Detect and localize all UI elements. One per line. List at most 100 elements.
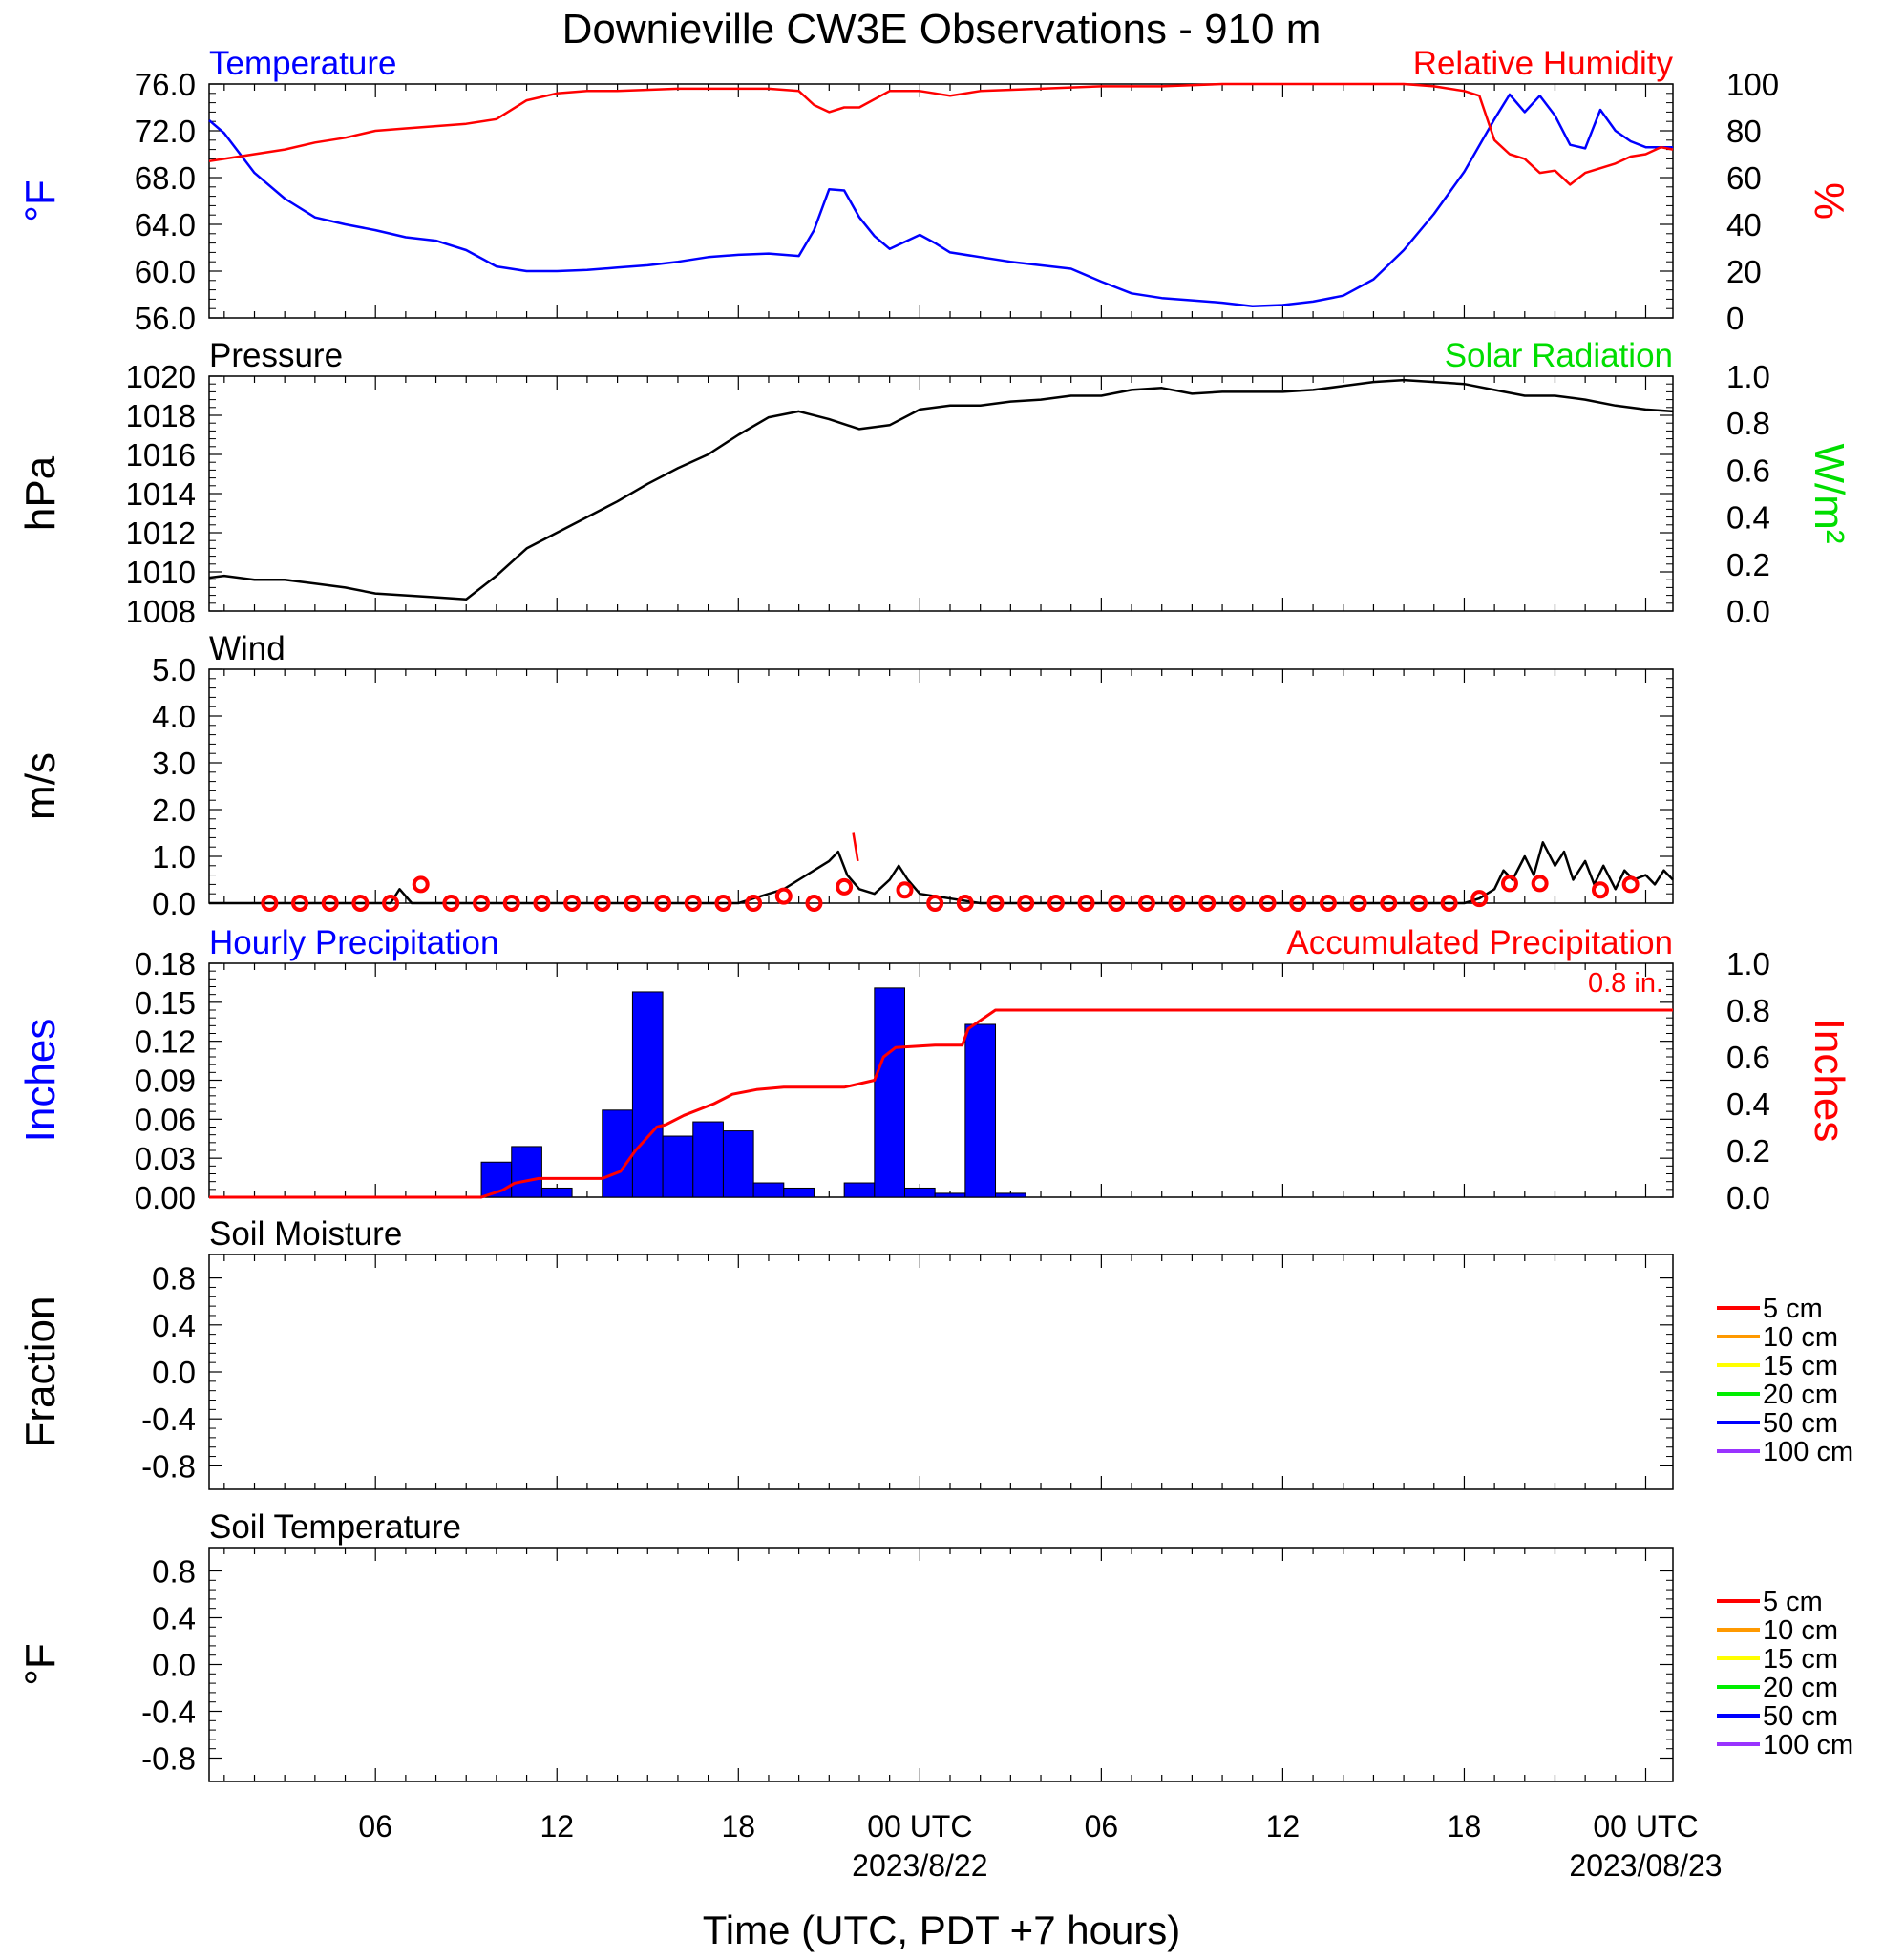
panel-temperature-humidity: 56.0 60.0 64.0 68.0 72.0 76.0 0 20 40 60 80 100 Temp… [17, 45, 1852, 336]
y-tick-label-left: 0.8 [152, 1554, 196, 1590]
x-tick-label: 06 [358, 1809, 392, 1844]
x-tick-label: 06 [1085, 1809, 1119, 1844]
y-tick-label-left: 0.0 [152, 886, 196, 921]
panel-title-left: Temperature [209, 45, 396, 82]
y-tick-label-left: 5.0 [152, 652, 196, 687]
precip-bar [752, 1182, 785, 1198]
y-tick-label-left: -0.4 [141, 1402, 196, 1437]
plot-frame [208, 1547, 1674, 1782]
gust-marker [1077, 895, 1095, 912]
legend-label: 50 cm [1763, 1701, 1838, 1732]
gust-marker [593, 895, 611, 912]
precip-bar [692, 1121, 724, 1198]
y-axis-label-left: °F [17, 1643, 64, 1685]
y-tick-label-left: 1018 [126, 398, 196, 433]
gust-marker [1440, 895, 1458, 912]
gust-marker [473, 895, 491, 912]
y-tick-label-right: 0.6 [1726, 1040, 1770, 1075]
gust-marker [1108, 895, 1126, 912]
y-tick-label-left: 1014 [126, 476, 196, 512]
precip-bar [874, 987, 905, 1198]
y-tick-label-left: 0.8 [152, 1261, 196, 1296]
y-tick-label-right: 1.0 [1726, 359, 1770, 394]
gust-marker [412, 875, 430, 894]
y-tick-label-right: 0.2 [1726, 547, 1770, 582]
gust-marker [684, 895, 702, 912]
gust-marker [502, 895, 520, 912]
precip-bar [964, 1023, 997, 1198]
y-axis-label-left: Fraction [17, 1296, 64, 1448]
precip-bar [662, 1135, 694, 1198]
panel-soil-moisture: -0.8 -0.4 0.0 0.4 0.8 Soil Moisture Fraction 5 … [17, 1215, 1853, 1490]
y-axis-label-left: Inches [17, 1019, 64, 1143]
precip-bar [722, 1130, 754, 1198]
gust-marker [1047, 895, 1065, 912]
legend-label: 5 cm [1763, 1294, 1823, 1324]
x-tick-label: 00 UTC [1593, 1809, 1698, 1844]
legend-label: 20 cm [1763, 1380, 1838, 1410]
legend-label: 5 cm [1763, 1587, 1823, 1617]
y-tick-label-left: 2.0 [152, 792, 196, 828]
gust-marker [896, 881, 914, 899]
plot-frame [208, 962, 1674, 1198]
gust-marker [321, 895, 339, 912]
y-tick-label-left: 0.18 [135, 946, 196, 981]
legend-label: 20 cm [1763, 1673, 1838, 1703]
y-tick-label-right: 0.4 [1726, 1086, 1770, 1122]
panel-title-left: Pressure [209, 337, 343, 374]
y-tick-label-right: 40 [1726, 207, 1762, 242]
precip-bar [540, 1187, 573, 1198]
x-tick-label: 12 [1266, 1809, 1301, 1844]
y-tick-label-left: 1008 [126, 594, 196, 629]
gust-marker [1380, 895, 1398, 912]
gust-marker [291, 895, 309, 912]
gust-marker [624, 895, 642, 912]
gust-marker [745, 895, 763, 912]
panel-title-right: Solar Radiation [1445, 337, 1673, 374]
y-tick-label-left: -0.8 [141, 1741, 196, 1777]
y-tick-label-left: 0.0 [152, 1355, 196, 1390]
gust-marker [533, 895, 551, 912]
gust-marker [986, 895, 1005, 912]
y-tick-label-right: 0.6 [1726, 453, 1770, 488]
y-tick-label-right: 0.8 [1726, 993, 1770, 1028]
panel-title-left: Soil Moisture [209, 1215, 402, 1253]
gust-marker [1137, 895, 1155, 912]
y-tick-label-left: 0.00 [135, 1180, 196, 1215]
y-tick-label-left: 3.0 [152, 746, 196, 781]
x-tick-label: 12 [540, 1809, 574, 1844]
x-tick-label: 00 UTC [867, 1809, 972, 1844]
y-tick-label-left: -0.8 [141, 1448, 196, 1484]
legend-label: 10 cm [1763, 1322, 1838, 1353]
legend-label: 10 cm [1763, 1615, 1838, 1646]
y-tick-label-right: 0.4 [1726, 500, 1770, 536]
y-axis-label-right: W/m² [1806, 443, 1852, 543]
y-tick-label-right: 0.0 [1726, 1180, 1770, 1215]
gust-marker [714, 895, 732, 912]
y-tick-label-right: 60 [1726, 160, 1762, 196]
gust-marker [774, 887, 793, 905]
precip-bar [511, 1146, 542, 1198]
y-tick-label-right: 1.0 [1726, 946, 1770, 981]
precip-bar [843, 1182, 876, 1198]
y-axis-label-right: % [1806, 182, 1852, 220]
gust-marker [1228, 895, 1246, 912]
gust-marker [1591, 881, 1609, 899]
y-tick-label-left: 0.15 [135, 985, 196, 1021]
y-tick-label-right: 0 [1726, 301, 1744, 336]
y-tick-label-left: 0.0 [152, 1648, 196, 1683]
gust-marker [1017, 895, 1035, 912]
x-tick-date: 2023/8/22 [852, 1848, 987, 1883]
panel-title-right: Accumulated Precipitation [1286, 924, 1673, 961]
panel-title-right: Relative Humidity [1413, 45, 1674, 82]
gust-marker [836, 877, 854, 896]
gust-marker [563, 895, 582, 912]
legend-label: 100 cm [1763, 1437, 1853, 1467]
y-tick-label-left: 64.0 [135, 207, 196, 242]
precip-bar [602, 1109, 633, 1198]
legend-label: 15 cm [1763, 1644, 1838, 1675]
y-tick-label-left: 0.03 [135, 1141, 196, 1176]
y-axis-label-right: Inches [1806, 1019, 1852, 1143]
gust-marker [1259, 895, 1277, 912]
gust-marker [1409, 895, 1428, 912]
